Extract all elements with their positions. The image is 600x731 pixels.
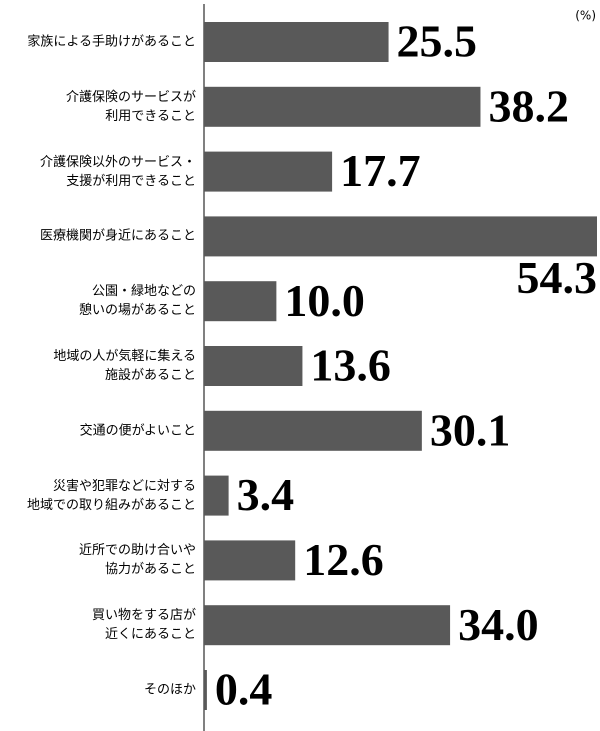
bar bbox=[204, 605, 451, 646]
bar bbox=[204, 22, 389, 62]
bar bbox=[204, 670, 207, 710]
value-label: 34.0 bbox=[458, 599, 539, 650]
category-label: 介護保険のサービスが 利用できること bbox=[65, 89, 196, 124]
value-label: 0.4 bbox=[215, 664, 272, 715]
category-label: 近所での助け合いや 協力があること bbox=[78, 543, 196, 578]
value-label: 13.6 bbox=[310, 340, 391, 391]
bar bbox=[204, 475, 229, 516]
category-label: 介護保険以外のサービス・ 支援が利用できること bbox=[39, 154, 196, 189]
category-label: 家族による手助けがあること bbox=[27, 34, 196, 50]
category-label: 医療機関が身近にあること bbox=[39, 228, 196, 244]
value-label: 12.6 bbox=[303, 534, 384, 585]
category-label: そのほか bbox=[143, 682, 196, 698]
value-label: 3.4 bbox=[237, 469, 294, 520]
bar bbox=[204, 281, 277, 322]
category-label: 災害や犯罪などに対する 地域での取り組みがあること bbox=[26, 478, 196, 513]
value-label: 25.5 bbox=[397, 16, 478, 67]
unit-label: (%) bbox=[575, 9, 596, 23]
category-label: 公園・緑地などの 憩いの場があること bbox=[78, 284, 196, 319]
value-label: 38.2 bbox=[488, 80, 568, 131]
bar bbox=[204, 410, 422, 451]
value-label: 30.1 bbox=[430, 404, 511, 455]
category-label: 買い物をする店が 近くにあること bbox=[91, 608, 196, 643]
bar bbox=[204, 346, 303, 386]
category-label: 交通の便がよいこと bbox=[79, 423, 196, 439]
bar bbox=[204, 151, 333, 192]
bar bbox=[204, 86, 481, 127]
value-label: 10.0 bbox=[284, 275, 365, 326]
category-label: 地域の人が気軽に集える 施設があること bbox=[53, 349, 196, 383]
bar bbox=[204, 216, 597, 257]
value-label: 54.3 bbox=[517, 252, 598, 303]
bar bbox=[204, 540, 296, 581]
value-label: 17.7 bbox=[340, 145, 421, 196]
